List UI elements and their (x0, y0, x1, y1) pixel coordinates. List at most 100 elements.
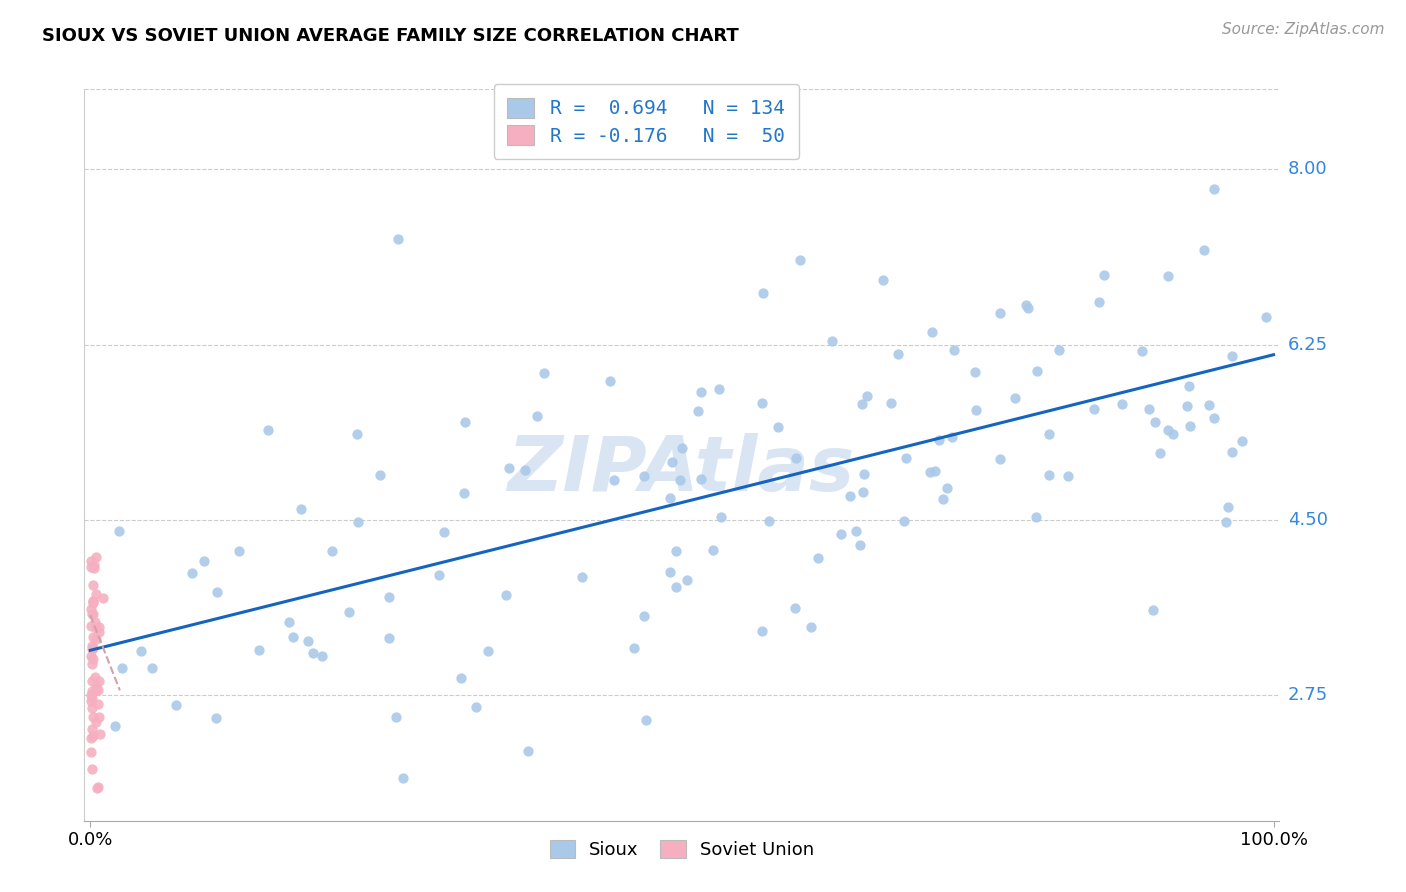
Point (80, 601, 103, 615)
Text: 8.00: 8.00 (1288, 161, 1327, 178)
Point (526, 409, 548, 423)
Point (941, 429, 963, 443)
Point (751, 624, 773, 638)
Point (1216, 500, 1239, 514)
Point (281, 630, 304, 644)
Text: 6.25: 6.25 (1288, 335, 1327, 354)
Point (311, 649, 333, 664)
Point (1220, 445, 1243, 459)
Point (82, 596, 104, 610)
Point (1142, 603, 1164, 617)
Point (710, 510, 733, 524)
Point (82, 630, 104, 644)
Point (464, 700, 486, 714)
Point (845, 524, 868, 538)
Point (82, 710, 104, 724)
Point (1204, 182, 1226, 196)
Point (477, 643, 499, 657)
Point (80, 731, 103, 746)
Point (1198, 398, 1220, 412)
Point (665, 580, 688, 594)
Point (87, 710, 110, 724)
Point (86, 780, 108, 795)
Point (82, 607, 104, 622)
Point (84, 621, 107, 635)
Point (1194, 243, 1216, 257)
Point (82, 722, 104, 736)
Point (453, 486, 475, 500)
Text: SIOUX VS SOVIET UNION AVERAGE FAMILY SIZE CORRELATION CHART: SIOUX VS SOVIET UNION AVERAGE FAMILY SIZ… (42, 27, 740, 45)
Point (129, 643, 152, 657)
Point (1204, 411, 1226, 425)
Point (80, 673, 103, 688)
Point (988, 451, 1011, 466)
Text: Source: ZipAtlas.com: Source: ZipAtlas.com (1222, 22, 1385, 37)
Point (1177, 379, 1199, 393)
Point (228, 544, 250, 558)
Point (918, 465, 941, 479)
Point (963, 365, 986, 379)
Point (80, 657, 103, 671)
Point (89, 727, 111, 741)
Point (785, 451, 807, 466)
Point (599, 374, 621, 388)
Point (165, 698, 187, 713)
Point (80, 559, 103, 574)
Point (82, 607, 104, 621)
Point (337, 605, 360, 619)
Point (1130, 343, 1153, 358)
Point (1004, 391, 1026, 405)
Point (623, 640, 645, 655)
Point (1256, 310, 1278, 325)
Point (789, 252, 811, 267)
Point (1057, 469, 1080, 483)
Point (932, 492, 955, 507)
Point (702, 543, 724, 558)
Point (82, 577, 104, 591)
Point (205, 711, 228, 725)
Point (851, 397, 873, 411)
Point (830, 527, 852, 541)
Point (928, 433, 950, 447)
Point (82, 593, 104, 607)
Point (108, 524, 131, 538)
Point (427, 567, 450, 582)
Point (257, 423, 280, 437)
Point (82, 642, 104, 657)
Text: ZIPAtlas: ZIPAtlas (508, 433, 856, 507)
Point (856, 389, 879, 403)
Point (80, 701, 103, 715)
Point (1017, 301, 1039, 315)
Point (1025, 510, 1047, 524)
Point (89, 832, 111, 847)
Point (707, 382, 730, 396)
Point (1139, 401, 1161, 416)
Point (450, 671, 472, 685)
Point (89, 625, 111, 640)
Point (378, 591, 401, 605)
Point (453, 415, 475, 429)
Point (602, 473, 624, 487)
Point (689, 472, 711, 486)
Point (800, 620, 823, 634)
Point (658, 491, 681, 505)
Point (193, 554, 215, 568)
Point (689, 385, 711, 400)
Point (207, 585, 229, 599)
Point (1144, 415, 1167, 429)
Point (80, 688, 103, 702)
Point (103, 719, 125, 733)
Point (84, 679, 107, 693)
Point (87, 673, 110, 688)
Point (633, 609, 655, 624)
Point (965, 403, 987, 417)
Point (80, 648, 103, 663)
Point (821, 334, 844, 348)
Point (83, 615, 105, 630)
Point (686, 404, 709, 418)
Point (1038, 468, 1060, 483)
Point (924, 464, 946, 478)
Point (517, 743, 540, 757)
Point (385, 710, 408, 724)
Point (1088, 295, 1111, 310)
